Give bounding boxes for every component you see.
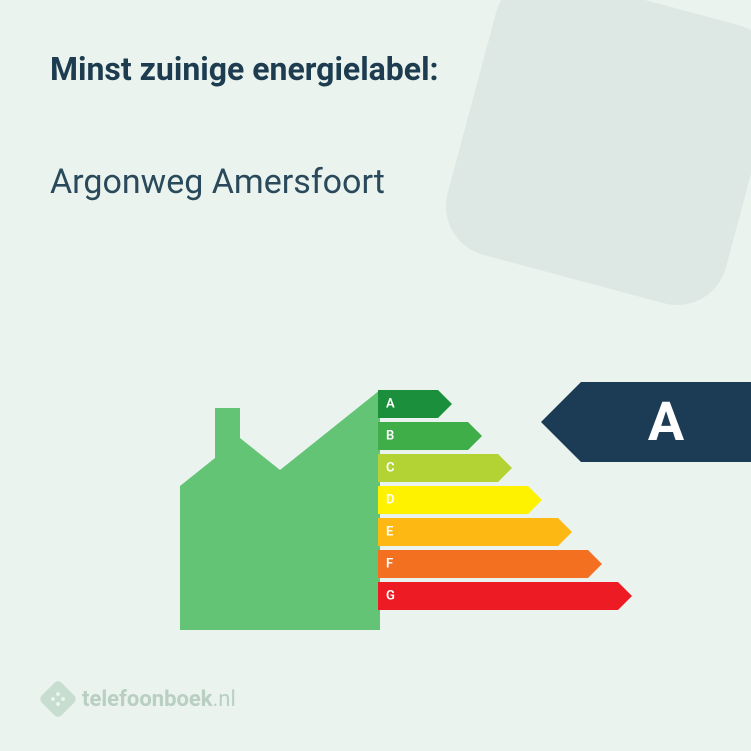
energy-bar-e: E <box>378 518 632 546</box>
energy-bar-label: C <box>386 461 395 476</box>
brand-icon <box>38 679 78 719</box>
brand-text: telefoonboek.nl <box>82 687 236 712</box>
footer-brand: telefoonboek.nl <box>44 685 236 713</box>
energy-bar-label: F <box>386 557 393 572</box>
house-icon <box>180 390 380 630</box>
energy-badge: A <box>541 382 751 462</box>
energy-bar-label: B <box>386 429 394 444</box>
energy-bar-d: D <box>378 486 632 514</box>
energy-bar-label: D <box>386 493 394 508</box>
page-title: Minst zuinige energielabel: <box>50 50 439 88</box>
energy-bar-label: E <box>386 525 393 540</box>
page-subtitle: Argonweg Amersfoort <box>50 162 385 202</box>
energy-bar-label: A <box>386 397 395 412</box>
badge-letter: A <box>648 391 684 454</box>
energy-bar-f: F <box>378 550 632 578</box>
energy-bar-g: G <box>378 582 632 610</box>
watermark-phone-dial <box>431 0 751 320</box>
energy-bar-label: G <box>386 589 395 604</box>
